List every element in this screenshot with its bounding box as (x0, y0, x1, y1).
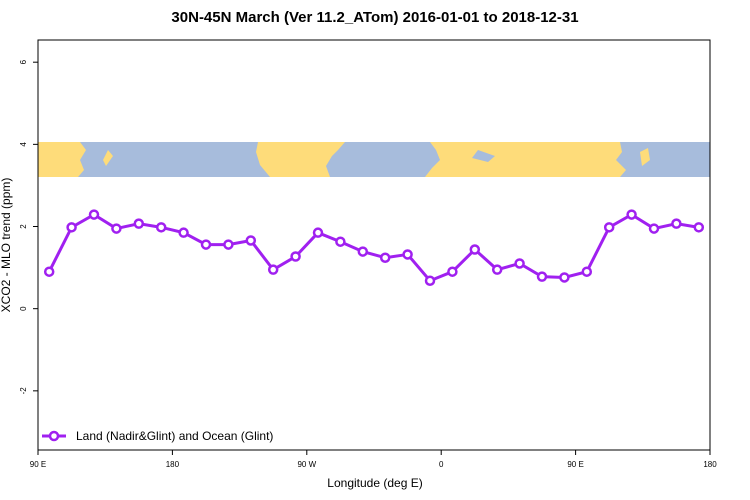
land (103, 150, 113, 166)
data-point (424, 275, 436, 286)
x-tick-label: 180 (703, 460, 717, 469)
y-tick-label: 0 (19, 306, 28, 311)
x-tick-label: 180 (166, 460, 180, 469)
land (256, 142, 345, 177)
map-band (38, 142, 710, 177)
data-point (379, 252, 391, 263)
sea (472, 150, 495, 162)
data-point (200, 239, 212, 250)
data-point (693, 222, 705, 233)
data-point (133, 218, 145, 229)
y-tick-label: 6 (19, 59, 28, 64)
land (425, 142, 626, 177)
data-point (66, 222, 77, 233)
data-point (581, 266, 593, 277)
y-tick-label: 2 (19, 224, 28, 229)
data-point (536, 271, 548, 282)
series-line (47, 212, 700, 283)
data-point (447, 266, 458, 277)
chart-title: 30N-45N March (Ver 11.2_ATom) 2016-01-01… (171, 9, 578, 26)
data-point (671, 218, 682, 229)
data-point (357, 246, 369, 257)
data-point (514, 258, 525, 269)
land (38, 142, 86, 177)
data-point (178, 227, 189, 238)
data-point (88, 209, 100, 220)
data-point (335, 236, 346, 247)
x-tick-label: 90 W (297, 460, 316, 469)
data-point (402, 249, 413, 260)
data-point (626, 209, 637, 220)
y-tick-label: 4 (19, 142, 28, 147)
data-point (290, 251, 301, 262)
legend-label: Land (Nadir&Glint) and Ocean (Glint) (76, 429, 273, 443)
data-point (559, 272, 570, 283)
data-point (491, 264, 503, 275)
data-point (223, 239, 234, 250)
data-point (312, 227, 324, 238)
data-point (648, 223, 660, 234)
data-point (245, 235, 257, 246)
x-tick-label: 90 E (567, 460, 583, 469)
data-point (603, 222, 615, 233)
data-point (469, 244, 481, 255)
x-tick-label: 0 (439, 460, 444, 469)
land (640, 148, 650, 166)
data-point (43, 266, 55, 277)
plot-frame (37, 39, 711, 451)
y-axis-label: XCO2 - MLO trend (ppm) (0, 178, 13, 313)
y-tick-label: -2 (19, 387, 28, 395)
x-axis-label: Longitude (deg E) (327, 476, 422, 490)
legend-marker (48, 430, 60, 442)
data-point (155, 222, 167, 233)
data-point (267, 264, 279, 275)
data-point (111, 223, 122, 234)
x-tick-label: 90 E (30, 460, 46, 469)
